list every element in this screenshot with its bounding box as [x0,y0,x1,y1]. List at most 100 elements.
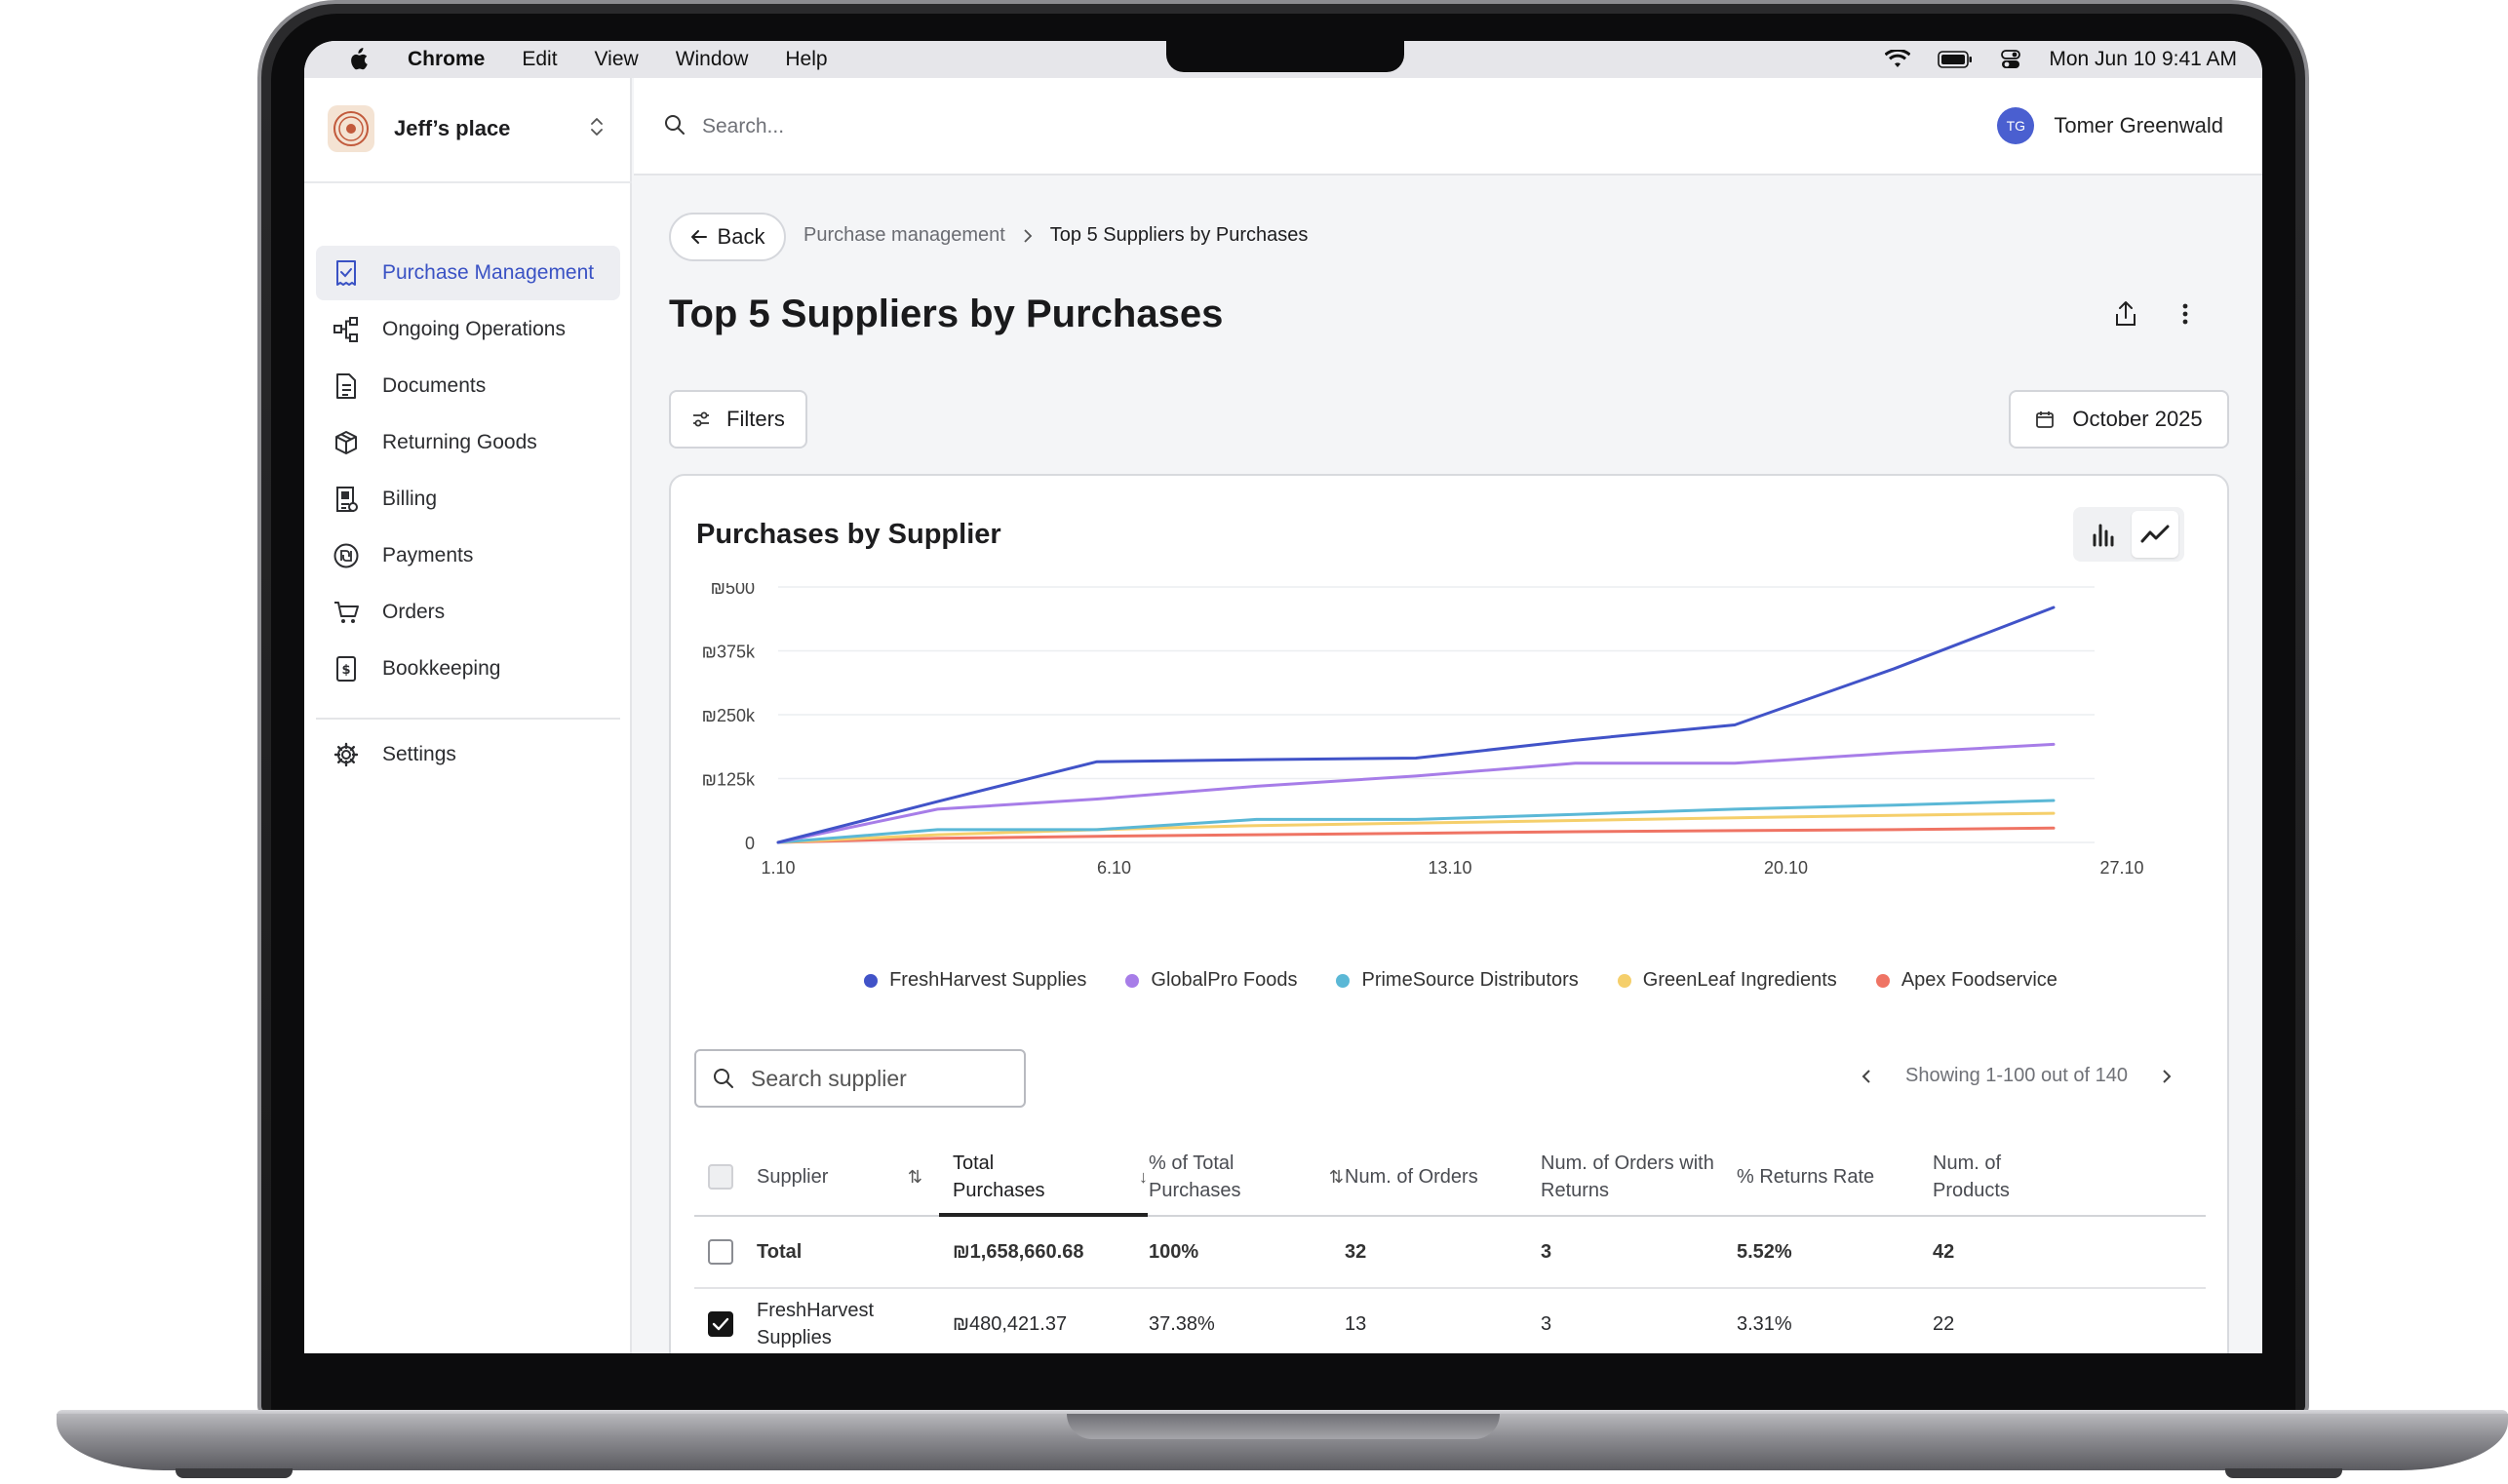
back-button[interactable]: Back [669,213,786,261]
sidebar-item-purchase-management[interactable]: Purchase Management [316,246,620,300]
cell-pct: 100% [1149,1241,1199,1263]
gear-icon [332,740,361,769]
menubar-clock: Mon Jun 10 9:41 AM [2049,48,2237,70]
legend-label: GreenLeaf Ingredients [1642,969,1837,991]
sidebar-item-settings[interactable]: Settings [316,727,620,782]
legend-item[interactable]: GreenLeaf Ingredients [1617,969,1837,992]
menu-help[interactable]: Help [785,48,828,70]
cell-orders: 32 [1345,1241,1367,1263]
search-icon [714,1069,733,1088]
workspace-switcher[interactable]: Jeff’s place [328,103,620,154]
column-label: Num. of Products [1933,1152,2010,1201]
series-line [776,811,2056,844]
invoice-icon [332,485,361,514]
chart-card: Purchases by Supplier 0 ₪125k ₪250k ₪375k ₪5… [669,474,2229,1353]
share-icon[interactable] [2114,300,2137,328]
row-checkbox[interactable] [708,1311,733,1337]
box-return-icon [332,428,361,457]
top-bar: Search... TG Tomer Greenwald [634,78,2262,176]
breadcrumb: Purchase management Top 5 Suppliers by P… [803,224,1308,247]
chevron-right-icon[interactable] [2161,1068,2173,1085]
date-label: October 2025 [2072,407,2203,431]
sort-icon: ⇅ [1328,1167,1344,1187]
sidebar-item-label: Documents [382,374,487,397]
legend-label: PrimeSource Distributors [1361,969,1579,991]
bar-chart-toggle[interactable] [2079,511,2126,558]
menu-window[interactable]: Window [675,48,749,70]
column-header-num-orders[interactable]: Num. of Orders [1345,1139,1540,1215]
column-header-supplier[interactable]: Supplier ⇅ [757,1139,922,1215]
line-chart: 0 ₪125k ₪250k ₪375k ₪500 1.10 6.10 13.10 20.10 2… [702,583,2144,878]
divider [304,181,632,183]
menu-edit[interactable]: Edit [522,48,558,70]
cart-icon [332,598,361,627]
svg-text:$: $ [341,663,350,678]
document-icon [332,371,361,401]
sidebar-item-label: Payments [382,544,474,566]
workspace-name: Jeff’s place [394,116,511,140]
column-label: Supplier [757,1166,829,1188]
sidebar-item-bookkeeping[interactable]: $ Bookkeeping [316,642,620,696]
sidebar-item-billing[interactable]: Billing [316,472,620,527]
cell-returns: 3 [1541,1241,1552,1263]
row-select-cell [708,1217,733,1287]
column-label: % Returns Rate [1737,1166,1875,1188]
breadcrumb-link[interactable]: Purchase management [803,224,1005,246]
supplier-search-input[interactable]: Search supplier [694,1049,1026,1108]
global-search-input[interactable]: Search... [702,115,785,137]
column-header-orders-returns[interactable]: Num. of Orders with Returns [1541,1139,1736,1215]
search-icon [665,115,685,135]
row-checkbox[interactable] [708,1239,733,1265]
legend-item[interactable]: PrimeSource Distributors [1336,969,1579,992]
control-center-icon[interactable] [2000,49,2021,70]
legend-item[interactable]: GlobalPro Foods [1125,969,1297,992]
sidebar-item-label: Settings [382,743,456,765]
row-select-cell [708,1289,733,1353]
wifi-icon[interactable] [1885,50,1911,69]
filters-button[interactable]: Filters [669,390,807,449]
battery-icon[interactable] [1938,51,1973,68]
legend-swatch [1617,973,1631,988]
cell-pct: 37.38% [1149,1313,1215,1335]
laptop-foot-right [2225,1468,2342,1478]
cell-rate: 3.31% [1737,1313,1792,1335]
sidebar-item-orders[interactable]: Orders [316,585,620,640]
chart-type-toggle [2073,507,2184,562]
menubar: Chrome Edit View Window Help Mon Jun 10 … [304,41,2262,78]
chevron-updown-icon[interactable] [589,115,605,138]
column-label: Num. of Orders with Returns [1541,1152,1714,1201]
chart-legend: FreshHarvest Supplies GlobalPro Foods Pr… [671,969,2227,992]
sidebar-item-documents[interactable]: Documents [316,359,620,413]
sidebar-item-returning-goods[interactable]: Returning Goods [316,415,620,470]
column-header-total-purchases[interactable]: Total Purchases ↓ [953,1139,1148,1215]
laptop-opening-notch [1067,1414,1500,1439]
x-tick-label: 1.10 [761,858,795,878]
cell-products: 22 [1933,1313,1955,1335]
sidebar-item-payments[interactable]: Payments [316,528,620,583]
table-row[interactable]: FreshHarvest Supplies ₪480,421.37 37.38% 13… [694,1289,2206,1353]
cell-supplier: FreshHarvest Supplies [757,1300,875,1348]
user-menu[interactable]: TG Tomer Greenwald [1997,107,2223,144]
column-header-returns-rate[interactable]: % Returns Rate [1737,1139,1932,1215]
chevron-left-icon[interactable] [1861,1068,1872,1085]
column-header-pct-total[interactable]: % of Total Purchases ⇅ [1149,1139,1344,1215]
menu-view[interactable]: View [594,48,639,70]
more-vertical-icon[interactable] [2178,300,2192,328]
legend-item[interactable]: FreshHarvest Supplies [864,969,1086,992]
table-row-total[interactable]: Total ₪1,658,660.68 100% 32 3 5.52% 42 [694,1217,2206,1289]
menu-app-name[interactable]: Chrome [408,48,486,70]
workspace-logo [328,105,374,152]
date-picker-button[interactable]: October 2025 [2009,390,2229,449]
series-line [776,742,2056,844]
select-all-checkbox[interactable] [708,1164,733,1190]
column-header-num-products[interactable]: Num. of Products [1933,1139,2079,1215]
back-label: Back [717,224,765,249]
legend-swatch [1875,973,1890,988]
legend-label: Apex Foodservice [1901,969,2057,991]
apple-icon[interactable] [347,48,369,71]
sidebar-item-ongoing-operations[interactable]: Ongoing Operations [316,302,620,357]
bar-chart-icon [2093,524,2114,547]
legend-item[interactable]: Apex Foodservice [1875,969,2057,992]
line-chart-toggle[interactable] [2132,511,2178,558]
